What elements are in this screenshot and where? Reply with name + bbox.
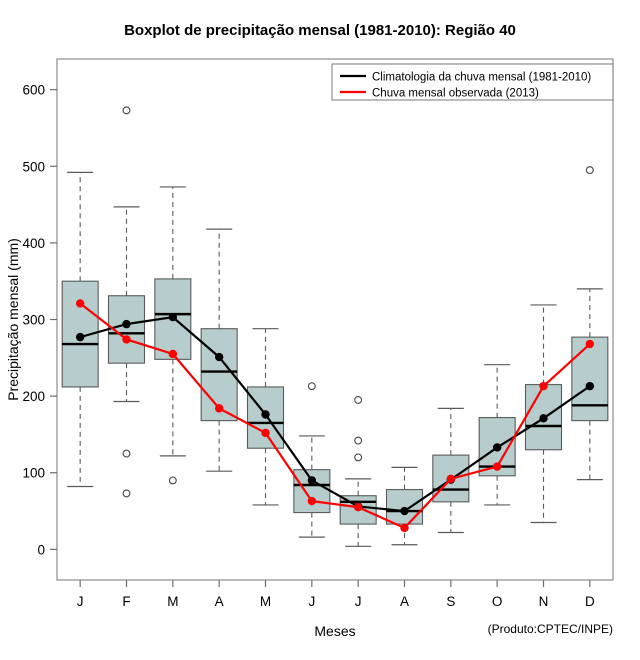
series-point-1-3 xyxy=(214,404,224,413)
x-axis-label: Meses xyxy=(314,623,355,639)
series-point-1-9 xyxy=(492,462,502,471)
y-tick-label-400: 400 xyxy=(22,236,45,251)
series-point-0-11 xyxy=(585,381,595,391)
series-point-1-11 xyxy=(585,339,595,349)
outlier-2-0 xyxy=(168,476,177,485)
x-tick-label-7: A xyxy=(400,594,409,609)
series-point-0-9 xyxy=(492,443,502,452)
series-point-0-5 xyxy=(307,476,317,485)
series-point-0-4 xyxy=(261,410,270,419)
series-point-1-10 xyxy=(539,381,548,391)
x-tick-label-8: S xyxy=(446,594,455,609)
y-tick-label-0: 0 xyxy=(37,542,45,557)
outlier-1-1 xyxy=(122,449,131,458)
series-point-0-10 xyxy=(539,414,548,423)
series-point-0-1 xyxy=(122,319,131,329)
y-tick-label-600: 600 xyxy=(22,83,45,98)
series-point-1-1 xyxy=(122,335,131,344)
outlier-6-2 xyxy=(354,453,363,462)
x-tick-label-11: D xyxy=(585,594,595,609)
series-point-1-7 xyxy=(400,523,409,533)
outlier-11-0 xyxy=(585,166,594,175)
x-tick-label-4: M xyxy=(260,594,271,609)
series-point-0-0 xyxy=(75,332,85,342)
x-tick-label-3: A xyxy=(215,594,224,609)
series-point-0-3 xyxy=(214,352,224,362)
series-line-1 xyxy=(79,302,591,530)
series-point-1-6 xyxy=(353,503,363,512)
legend-label-0: Climatologia da chuva mensal (1981-2010) xyxy=(372,72,591,84)
x-tick-label-2: M xyxy=(167,594,178,609)
y-axis-label: Precipitação mensal (mm) xyxy=(5,238,21,401)
series-point-0-7 xyxy=(400,506,409,516)
series-point-1-4 xyxy=(261,428,270,438)
chart-title: Boxplot de precipitação mensal (1981-201… xyxy=(124,22,516,39)
x-tick-label-0: J xyxy=(77,594,84,609)
y-tick-label-200: 200 xyxy=(22,389,45,404)
box-A-7 xyxy=(385,489,424,525)
series-point-1-2 xyxy=(168,349,178,359)
series-point-1-5 xyxy=(307,496,317,506)
outlier-1-2 xyxy=(122,489,131,498)
box-J-5 xyxy=(293,469,331,514)
credit-label: (Produto:CPTEC/INPE) xyxy=(488,622,613,636)
x-tick-label-6: J xyxy=(355,594,362,609)
y-tick-label-500: 500 xyxy=(22,159,45,174)
legend-box xyxy=(331,63,614,101)
x-tick-label-5: J xyxy=(308,594,315,609)
series-point-0-2 xyxy=(168,313,178,322)
outlier-6-0 xyxy=(354,395,363,404)
legend-label-1: Chuva mensal observada (2013) xyxy=(372,88,539,100)
series-line-0 xyxy=(79,316,591,513)
box-D-11 xyxy=(571,336,609,422)
y-tick-label-300: 300 xyxy=(22,313,45,328)
outlier-5-0 xyxy=(307,382,316,391)
x-tick-label-9: O xyxy=(492,594,503,609)
series-point-1-0 xyxy=(75,299,85,308)
outlier-1-0 xyxy=(122,106,131,115)
y-tick-label-100: 100 xyxy=(22,466,45,481)
x-tick-label-10: N xyxy=(539,594,549,609)
outlier-6-1 xyxy=(354,436,363,445)
x-tick-label-1: F xyxy=(122,594,130,609)
series-point-1-8 xyxy=(446,474,456,484)
